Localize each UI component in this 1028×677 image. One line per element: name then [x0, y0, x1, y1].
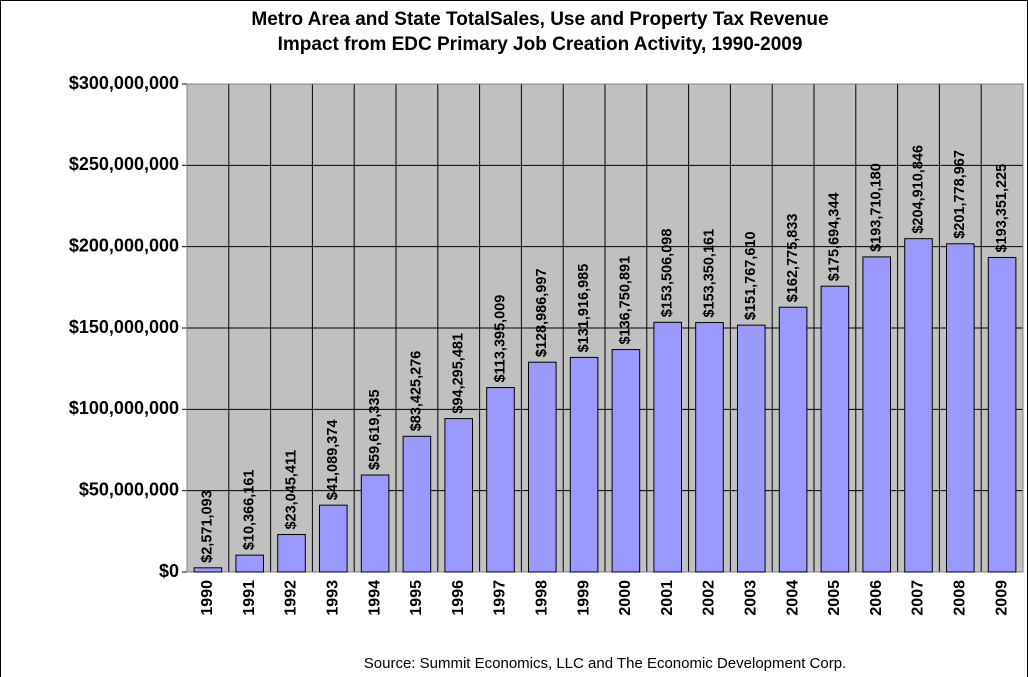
- value-label: $113,395,009: [492, 295, 508, 383]
- value-label: $175,694,344: [827, 193, 843, 282]
- chart-title: Impact from EDC Primary Job Creation Act…: [278, 34, 803, 55]
- value-label: $94,295,481: [451, 333, 467, 414]
- bar: [820, 285, 850, 573]
- bar: [653, 321, 682, 573]
- value-label: $41,089,374: [325, 420, 341, 501]
- plot-border: [186, 83, 1024, 573]
- bar: [569, 356, 599, 573]
- value-label: $153,506,098: [660, 229, 676, 318]
- x-tick-label: 1995: [408, 580, 425, 616]
- bar: [235, 554, 264, 573]
- value-label: $162,775,833: [785, 214, 801, 303]
- bar: [319, 504, 348, 573]
- bar: [486, 387, 515, 573]
- x-tick-label: 1991: [241, 580, 258, 616]
- x-tick-label: 2000: [617, 580, 634, 616]
- x-tick-label: 2009: [993, 580, 1010, 616]
- x-tick-label: 2001: [659, 580, 676, 616]
- x-tick-label: 1997: [492, 580, 509, 616]
- bar: [778, 306, 808, 573]
- bar: [862, 256, 891, 573]
- x-tick-label: 2007: [910, 580, 927, 616]
- value-label: $193,351,225: [994, 164, 1010, 253]
- value-label: $128,986,997: [534, 268, 550, 357]
- bar: [946, 243, 975, 573]
- y-tick-label: $50,000,000: [79, 479, 179, 499]
- bar: [360, 474, 390, 573]
- x-tick-label: 1999: [575, 580, 592, 616]
- value-label: $136,750,891: [618, 256, 634, 345]
- source-note: Source: Summit Economics, LLC and The Ec…: [364, 655, 846, 672]
- x-tick-label: 1996: [450, 580, 467, 616]
- x-tick-label: 2004: [784, 580, 801, 616]
- x-tick-label: 1992: [283, 580, 300, 616]
- value-label: $59,619,335: [367, 389, 383, 470]
- x-tick-label: 1998: [534, 580, 551, 616]
- bar: [904, 238, 933, 573]
- x-tick-label: 2002: [701, 580, 718, 616]
- value-label: $201,778,967: [952, 150, 968, 239]
- x-tick-label: 2003: [743, 580, 760, 616]
- y-tick-label: $300,000,000: [69, 73, 179, 93]
- bar: [193, 567, 223, 573]
- bar: [528, 361, 557, 573]
- y-tick-label: $250,000,000: [69, 154, 179, 174]
- x-tick-label: 2006: [868, 580, 885, 616]
- y-tick-label: $0: [159, 561, 179, 581]
- y-tick-label: $150,000,000: [69, 317, 179, 337]
- chart-title: Metro Area and State TotalSales, Use and…: [251, 9, 828, 30]
- value-label: $83,425,276: [409, 351, 425, 432]
- bar: [987, 256, 1017, 573]
- x-tick-label: 2005: [826, 580, 843, 616]
- y-tick-label: $100,000,000: [69, 398, 179, 418]
- x-tick-label: 2008: [952, 580, 969, 616]
- value-label: $153,350,161: [701, 229, 717, 318]
- value-label: $10,366,161: [242, 469, 258, 550]
- bar: [695, 322, 724, 573]
- x-tick-label: 1994: [366, 580, 383, 616]
- x-tick-label: 1993: [325, 580, 342, 616]
- x-tick-label: 1990: [199, 580, 216, 616]
- value-label: $131,916,985: [576, 264, 592, 353]
- bar: [402, 435, 432, 573]
- value-label: $2,571,093: [200, 490, 216, 563]
- bar: [444, 418, 473, 573]
- value-label: $193,710,180: [869, 163, 885, 252]
- value-label: $151,767,610: [743, 231, 759, 320]
- value-label: $204,910,846: [910, 145, 926, 234]
- bar: [277, 534, 306, 573]
- bar: [737, 324, 766, 573]
- y-tick-label: $200,000,000: [69, 235, 179, 255]
- value-label: $23,045,411: [283, 450, 299, 530]
- bar: [611, 349, 641, 573]
